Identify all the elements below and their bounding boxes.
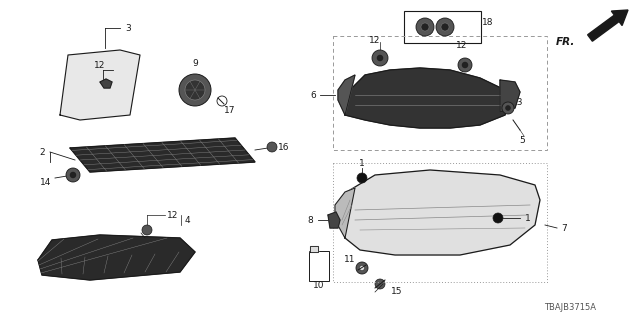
Text: 12: 12 bbox=[94, 60, 106, 69]
Text: 13: 13 bbox=[512, 98, 524, 107]
Circle shape bbox=[462, 62, 468, 68]
Circle shape bbox=[372, 50, 388, 66]
Text: 9: 9 bbox=[192, 59, 198, 68]
Text: 7: 7 bbox=[561, 223, 567, 233]
Circle shape bbox=[441, 23, 449, 31]
Polygon shape bbox=[310, 246, 318, 252]
Polygon shape bbox=[342, 170, 540, 255]
Text: 4: 4 bbox=[184, 215, 190, 225]
Polygon shape bbox=[100, 79, 112, 88]
Text: 12: 12 bbox=[167, 211, 179, 220]
Circle shape bbox=[416, 18, 434, 36]
Text: 16: 16 bbox=[278, 142, 290, 151]
Polygon shape bbox=[500, 80, 520, 112]
Text: 5: 5 bbox=[519, 135, 525, 145]
Circle shape bbox=[436, 18, 454, 36]
Text: 17: 17 bbox=[224, 106, 236, 115]
Text: 2: 2 bbox=[39, 148, 45, 156]
Polygon shape bbox=[60, 50, 140, 120]
Circle shape bbox=[356, 262, 368, 274]
Text: 6: 6 bbox=[310, 91, 316, 100]
Text: 12: 12 bbox=[456, 41, 468, 50]
Circle shape bbox=[421, 23, 429, 31]
Circle shape bbox=[377, 55, 383, 61]
Text: 8: 8 bbox=[307, 215, 313, 225]
Polygon shape bbox=[338, 75, 355, 115]
Text: FR.: FR. bbox=[556, 37, 575, 47]
Circle shape bbox=[502, 102, 514, 114]
Circle shape bbox=[142, 225, 152, 235]
Text: 3: 3 bbox=[125, 23, 131, 33]
Polygon shape bbox=[335, 188, 355, 238]
Text: 18: 18 bbox=[483, 18, 493, 27]
Text: 1: 1 bbox=[525, 213, 531, 222]
Circle shape bbox=[506, 106, 511, 110]
Polygon shape bbox=[70, 138, 255, 172]
Text: 11: 11 bbox=[344, 255, 356, 265]
Text: 14: 14 bbox=[40, 178, 52, 187]
Circle shape bbox=[179, 74, 211, 106]
Polygon shape bbox=[328, 212, 340, 228]
Circle shape bbox=[360, 266, 365, 270]
Text: 12: 12 bbox=[369, 36, 381, 44]
Circle shape bbox=[66, 168, 80, 182]
Circle shape bbox=[357, 173, 367, 183]
Circle shape bbox=[267, 142, 277, 152]
Circle shape bbox=[185, 80, 205, 100]
Polygon shape bbox=[345, 68, 510, 128]
FancyArrow shape bbox=[588, 10, 628, 41]
Text: TBAJB3715A: TBAJB3715A bbox=[544, 303, 596, 313]
Text: 10: 10 bbox=[313, 282, 324, 291]
Polygon shape bbox=[38, 235, 195, 280]
Text: 1: 1 bbox=[359, 158, 365, 167]
Circle shape bbox=[493, 213, 503, 223]
Circle shape bbox=[375, 279, 385, 289]
Circle shape bbox=[458, 58, 472, 72]
Text: 15: 15 bbox=[391, 287, 403, 297]
Circle shape bbox=[70, 172, 76, 178]
